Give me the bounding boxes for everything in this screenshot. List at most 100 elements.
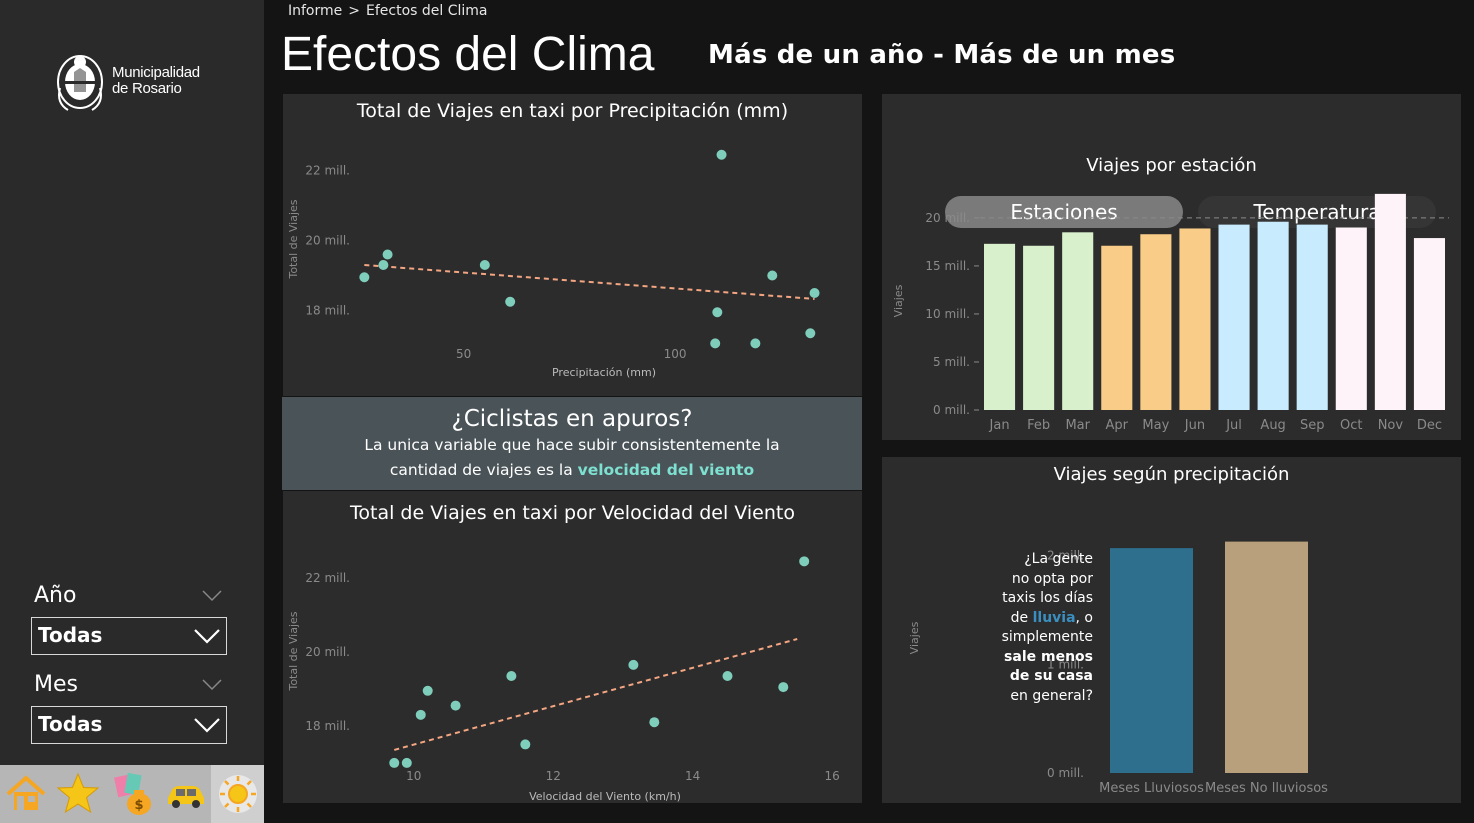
chevron-down-icon [194, 718, 220, 733]
x-tick-label: 100 [664, 347, 687, 361]
x-tick-label: May [1142, 418, 1169, 433]
wind-chart-title: Total de Viajes en taxi por Velocidad de… [350, 502, 795, 524]
chevron-down-icon[interactable] [202, 589, 222, 603]
data-point [778, 682, 789, 693]
month-dropdown[interactable]: Todas [31, 706, 227, 744]
banner-highlight: velocidad del viento [577, 461, 755, 479]
data-point [389, 757, 400, 768]
logo-line1: Municipalidad [112, 64, 200, 81]
data-point [506, 670, 517, 681]
data-point [378, 260, 389, 270]
data-point [805, 328, 816, 339]
data-point [716, 149, 727, 160]
data-point [722, 670, 733, 681]
wind-scatter-card: Total de Viajes en taxi por Velocidad de… [283, 491, 862, 803]
y-axis-label: Viajes [892, 284, 905, 317]
y-tick-label: 22 mill. [305, 571, 350, 585]
bar [1296, 224, 1328, 410]
x-tick-label: Mar [1065, 418, 1090, 433]
y-tick-label: 1 mill. [1047, 657, 1084, 671]
x-tick-label: 12 [546, 769, 561, 783]
nav-taxi-button[interactable] [160, 765, 212, 823]
data-point [382, 249, 393, 260]
rain-bar-card: Viajes según precipitación 2 mill. 1 mill… [882, 457, 1461, 803]
x-tick-label: Feb [1027, 418, 1050, 433]
trend-line [364, 264, 815, 300]
nav-weather-button[interactable] [211, 765, 264, 823]
x-tick-label: Jan [989, 418, 1010, 433]
rain-annotation: ¿La gente no opta por taxis los días de … [985, 550, 1093, 706]
x-tick-label: Oct [1340, 418, 1362, 433]
precipitation-scatter-chart: 22 mill. 20 mill. 18 mill. 50 100 Precipitaci… [287, 149, 820, 379]
breadcrumb-separator: > [348, 3, 360, 19]
nav-money-button[interactable]: $ [108, 765, 160, 823]
data-point [750, 338, 761, 349]
x-tick-label: Sep [1300, 418, 1325, 433]
annotation-text: de [1010, 609, 1033, 626]
chevron-down-icon[interactable] [202, 678, 222, 692]
taxi-icon [168, 786, 204, 808]
season-bar-chart: 20 mill. 15 mill. 10 mill. 5 mill. 0 mill. Vi… [892, 193, 1449, 433]
x-tick-label: 10 [406, 769, 421, 783]
breadcrumb-root[interactable]: Informe [288, 3, 343, 19]
x-tick-label: Dec [1417, 418, 1442, 433]
y-tick-label: 5 mill. [933, 355, 970, 369]
rain-chart-title: Viajes según precipitación [1053, 464, 1290, 485]
banner-line1: La unica variable que hace subir consist… [364, 436, 780, 454]
page-subtitle: Más de un año - Más de un mes [708, 40, 1176, 70]
bar [1413, 238, 1445, 410]
money-icon: $ [114, 772, 151, 815]
season-chart-title: Viajes por estación [1086, 155, 1257, 176]
bar [1225, 541, 1308, 773]
data-point [809, 288, 820, 298]
x-tick-label: 50 [456, 347, 471, 361]
season-bar-card: Estaciones Temperatura Viajes por estaci… [882, 94, 1461, 440]
annotation-line: simplemente [1001, 629, 1093, 645]
y-axis-label: Total de Viajes [287, 199, 300, 279]
x-axis-label: Velocidad del Viento (km/h) [529, 790, 681, 803]
y-tick-label: 18 mill. [305, 719, 350, 733]
nav-home-button[interactable] [0, 765, 52, 823]
banner-title: ¿Ciclistas en apuros? [451, 406, 693, 432]
month-filter-label: Mes [34, 672, 78, 697]
y-tick-label: 18 mill. [305, 304, 350, 318]
breadcrumb-current: Efectos del Clima [366, 3, 488, 19]
x-tick-label: Jul [1225, 418, 1242, 433]
annotation-line: sale menos [1004, 648, 1093, 665]
x-axis-label: Precipitación (mm) [552, 366, 656, 379]
year-dropdown[interactable]: Todas [31, 617, 227, 655]
data-point [422, 685, 433, 696]
y-tick-label: 10 mill. [925, 307, 970, 321]
sun-icon [218, 775, 257, 813]
y-tick-label: 0 mill. [933, 403, 970, 417]
y-axis-label: Viajes [908, 621, 921, 654]
svg-text:$: $ [134, 798, 143, 813]
annotation-line: de su casa [1009, 668, 1093, 684]
precipitation-scatter-card: Total de Viajes en taxi por Precipitació… [283, 94, 862, 396]
data-point [767, 270, 778, 281]
wind-scatter-chart: 22 mill. 20 mill. 18 mill. 10 12 14 16 Velocida… [287, 556, 840, 803]
year-filter-label: Año [34, 583, 77, 608]
x-tick-label: Nov [1378, 418, 1404, 433]
y-tick-label: 22 mill. [305, 164, 350, 178]
annotation-rain-word: lluvia [1032, 609, 1076, 626]
bar [1218, 224, 1250, 410]
bar [1110, 548, 1193, 773]
data-point [520, 739, 531, 750]
nav-star-button[interactable] [52, 765, 104, 823]
bar [1101, 245, 1133, 410]
tab-estaciones[interactable]: Estaciones [945, 196, 1183, 228]
rosario-coat-of-arms-icon [57, 55, 103, 111]
nav-bar: $ [0, 765, 264, 823]
x-tick-label: 14 [685, 769, 700, 783]
y-tick-label: 20 mill. [305, 234, 350, 248]
rain-bar-chart: 2 mill. 1 mill. 0 mill. Viajes Meses Lluvios… [908, 541, 1328, 796]
bar [1179, 228, 1211, 410]
data-point [628, 659, 639, 670]
data-point [359, 272, 370, 283]
bar [1140, 234, 1172, 410]
cyclists-insight-banner: ¿Ciclistas en apuros? La unica variable … [282, 397, 862, 490]
data-point [710, 338, 721, 349]
star-icon [56, 772, 100, 814]
month-dropdown-value: Todas [38, 712, 103, 736]
